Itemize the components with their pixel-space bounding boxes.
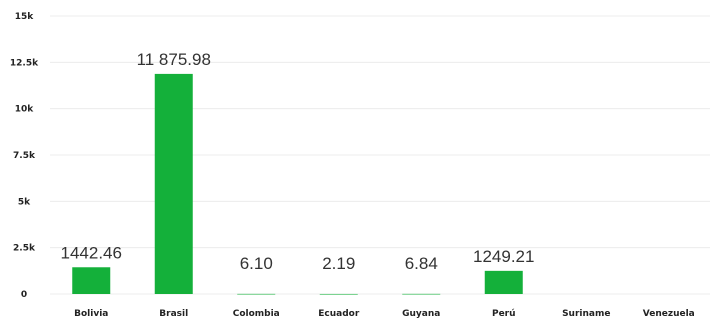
y-tick-label: 5k — [18, 197, 31, 207]
x-tick-label: Suriname — [562, 309, 610, 319]
data-label: 1442.46 — [61, 243, 122, 262]
data-label: 11 875.98 — [137, 50, 211, 69]
data-label: 2.19 — [322, 254, 355, 273]
x-axis-ticks: Bolivia Brasil Colombia Ecuador Guyana Perú Su… — [74, 309, 695, 319]
data-label: 6.10 — [240, 254, 273, 273]
bar — [72, 267, 111, 294]
y-tick-label: 7.5k — [13, 151, 36, 161]
x-tick-label: Ecuador — [318, 309, 360, 319]
y-axis-ticks: 0 2.5k 5k 7.5k 10k 12.5k 15k — [10, 12, 39, 300]
x-tick-label: Perú — [492, 309, 516, 319]
y-tick-label: 12.5k — [10, 58, 39, 68]
x-tick-label: Colombia — [233, 309, 280, 319]
bar — [484, 270, 523, 294]
bar — [237, 293, 276, 295]
y-tick-label: 0 — [21, 290, 27, 300]
x-tick-label: Venezuela — [643, 309, 695, 319]
y-tick-label: 10k — [15, 105, 35, 115]
x-tick-label: Bolivia — [74, 309, 108, 319]
x-tick-label: Guyana — [402, 309, 440, 319]
y-tick-label: 15k — [15, 12, 35, 22]
bar — [319, 293, 358, 295]
data-labels: 1442.46 11 875.98 6.10 2.19 6.84 1249.21 — [61, 50, 535, 273]
x-tick-label: Brasil — [159, 309, 188, 319]
data-label: 6.84 — [405, 254, 438, 273]
y-tick-label: 2.5k — [13, 244, 36, 254]
data-label: 1249.21 — [473, 247, 534, 266]
bar — [154, 73, 193, 295]
bar — [402, 293, 441, 295]
bars — [72, 73, 523, 295]
